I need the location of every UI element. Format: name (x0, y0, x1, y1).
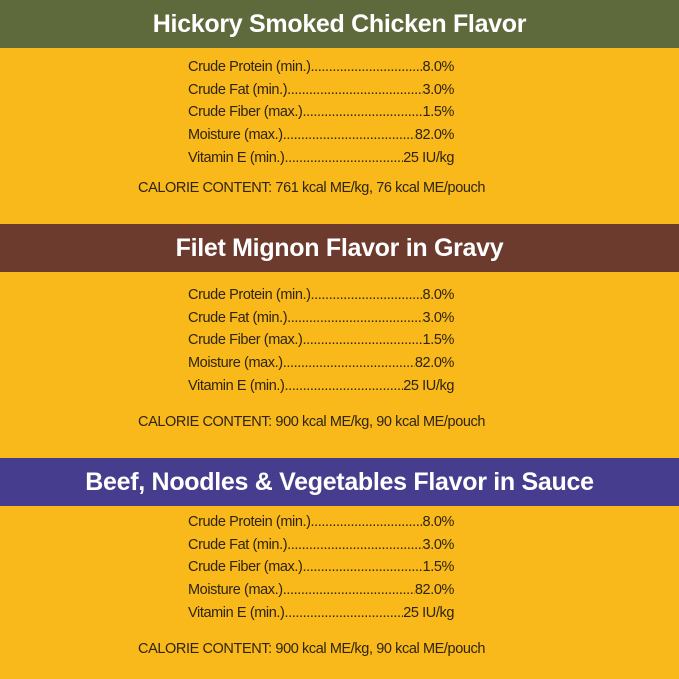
nutrient-value: 8.0% (422, 59, 454, 75)
nutrient-label: Crude Fat (min.) (188, 81, 288, 98)
nutrient-value: 25 IU/kg (403, 149, 454, 166)
nutrient-label: Crude Fat (min.) (188, 309, 288, 326)
nutrient-value: 1.5% (422, 559, 454, 576)
nutrient-value: 82.0% (414, 355, 454, 372)
nutrient-label: Vitamin E (min.) (188, 377, 285, 394)
analysis-row: Vitamin E (min.) 25 IU/kg (188, 375, 454, 398)
section-title: Hickory Smoked Chicken Flavor (0, 0, 679, 48)
analysis-row: Moisture (max.) 82.0% (188, 579, 454, 602)
analysis-table: Crude Protein (min.) 8.0% Crude Fat (min.)… (188, 56, 454, 169)
nutrient-label: Moisture (max.) (188, 355, 283, 372)
dot-leader (283, 124, 415, 147)
nutrient-value: 82.0% (414, 582, 454, 599)
calorie-content: CALORIE CONTENT: 900 kcal ME/kg, 90 kcal… (138, 414, 486, 430)
dot-leader (284, 375, 403, 398)
nutrient-label: Moisture (max.) (188, 582, 283, 599)
nutrient-value: 3.0% (422, 309, 454, 326)
analysis-row: Crude Protein (min.) 8.0% (188, 284, 454, 307)
analysis-row: Crude Fat (min.) 3.0% (188, 79, 454, 102)
nutrient-label: Crude Fat (min.) (188, 536, 288, 553)
nutrient-label: Crude Fiber (max.) (188, 104, 303, 121)
dot-leader (287, 79, 422, 102)
analysis-table: Crude Protein (min.) 8.0% Crude Fat (min.)… (188, 511, 454, 624)
dot-leader (284, 147, 403, 170)
analysis-row: Moisture (max.) 82.0% (188, 352, 454, 375)
dot-leader (311, 56, 423, 79)
nutrient-value: 8.0% (422, 287, 454, 303)
dot-leader (311, 511, 423, 534)
dot-leader (287, 534, 422, 557)
dot-leader (284, 602, 403, 625)
nutrient-value: 3.0% (422, 81, 454, 98)
calorie-content: CALORIE CONTENT: 761 kcal ME/kg, 76 kcal… (138, 180, 486, 196)
nutrient-value: 25 IU/kg (403, 377, 454, 394)
nutrient-label: Moisture (max.) (188, 127, 283, 144)
nutrient-label: Crude Fiber (max.) (188, 559, 303, 576)
analysis-row: Vitamin E (min.) 25 IU/kg (188, 602, 454, 625)
nutrient-label: Vitamin E (min.) (188, 604, 285, 621)
dot-leader (302, 101, 422, 124)
dot-leader (311, 284, 423, 307)
analysis-row: Moisture (max.) 82.0% (188, 124, 454, 147)
nutrient-label: Crude Protein (min.) (188, 59, 311, 75)
analysis-table: Crude Protein (min.) 8.0% Crude Fat (min.)… (188, 284, 454, 397)
dot-leader (302, 556, 422, 579)
nutrient-label: Vitamin E (min.) (188, 149, 285, 166)
nutrient-value: 25 IU/kg (403, 604, 454, 621)
nutrient-value: 1.5% (422, 332, 454, 349)
nutrient-value: 3.0% (422, 536, 454, 553)
dot-leader (302, 329, 422, 352)
analysis-row: Crude Fat (min.) 3.0% (188, 534, 454, 557)
analysis-row: Crude Protein (min.) 8.0% (188, 56, 454, 79)
nutrient-value: 1.5% (422, 104, 454, 121)
section-title: Filet Mignon Flavor in Gravy (0, 224, 679, 272)
analysis-row: Crude Fat (min.) 3.0% (188, 307, 454, 330)
analysis-row: Crude Fiber (max.) 1.5% (188, 556, 454, 579)
calorie-content: CALORIE CONTENT: 900 kcal ME/kg, 90 kcal… (138, 641, 486, 657)
dot-leader (287, 307, 422, 330)
dot-leader (283, 579, 415, 602)
nutrient-label: Crude Protein (min.) (188, 287, 311, 303)
dot-leader (283, 352, 415, 375)
nutrient-label: Crude Fiber (max.) (188, 332, 303, 349)
analysis-row: Vitamin E (min.) 25 IU/kg (188, 147, 454, 170)
analysis-row: Crude Fiber (max.) 1.5% (188, 329, 454, 352)
section-title: Beef, Noodles & Vegetables Flavor in Sau… (0, 458, 679, 506)
analysis-row: Crude Protein (min.) 8.0% (188, 511, 454, 534)
analysis-row: Crude Fiber (max.) 1.5% (188, 101, 454, 124)
nutrient-value: 8.0% (422, 514, 454, 530)
nutrient-value: 82.0% (414, 127, 454, 144)
nutrient-label: Crude Protein (min.) (188, 514, 311, 530)
